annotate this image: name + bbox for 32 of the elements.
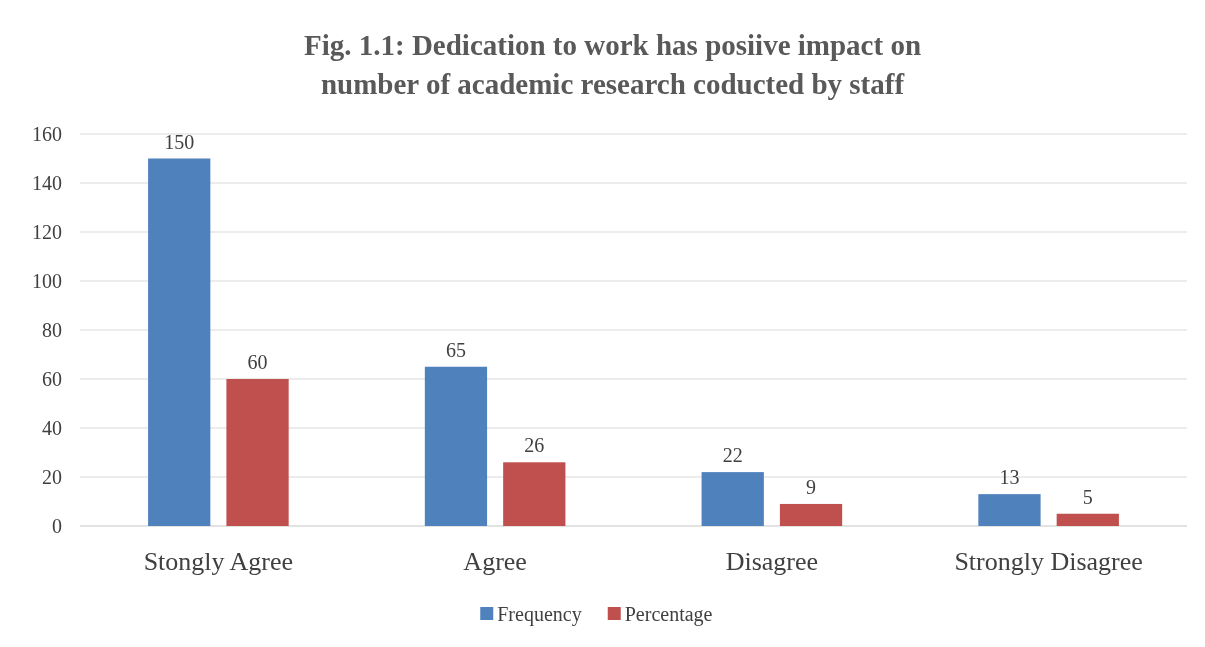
bar — [701, 472, 764, 526]
legend-label: Frequency — [497, 603, 582, 626]
y-tick-label: 100 — [32, 270, 62, 292]
chart-title: Fig. 1.1: Dedication to work has posiive impact on number of academic research coducted by staff — [303, 29, 922, 100]
bar — [978, 494, 1041, 526]
x-tick-label: Strongly Disagree — [954, 547, 1143, 576]
y-tick-label: 0 — [52, 515, 62, 537]
y-tick-label: 140 — [32, 172, 62, 194]
y-tick-label: 160 — [32, 123, 62, 145]
y-tick-label: 20 — [42, 466, 62, 488]
legend-label: Percentage — [624, 603, 713, 626]
data-label: 13 — [999, 466, 1020, 489]
data-label: 22 — [722, 444, 743, 467]
y-tick-label: 60 — [42, 368, 62, 390]
x-tick-label: Agree — [463, 547, 527, 576]
data-label: 65 — [445, 338, 466, 361]
bar — [779, 503, 843, 526]
data-label: 60 — [247, 351, 268, 373]
y-tick-label: 40 — [42, 417, 62, 439]
y-tick-label: 80 — [42, 319, 62, 341]
data-label: 9 — [806, 475, 817, 498]
y-tick-label: 120 — [32, 221, 62, 243]
bar — [1056, 513, 1119, 526]
bar — [226, 379, 289, 526]
x-tick-label: Disagree — [725, 547, 819, 576]
data-label: 150 — [164, 130, 195, 153]
data-label: 5 — [1082, 485, 1093, 508]
bar — [503, 462, 566, 526]
bar — [148, 158, 211, 526]
x-tick-label: Stongly Agree — [143, 547, 294, 576]
data-label: 26 — [524, 434, 545, 457]
bar — [424, 366, 488, 526]
